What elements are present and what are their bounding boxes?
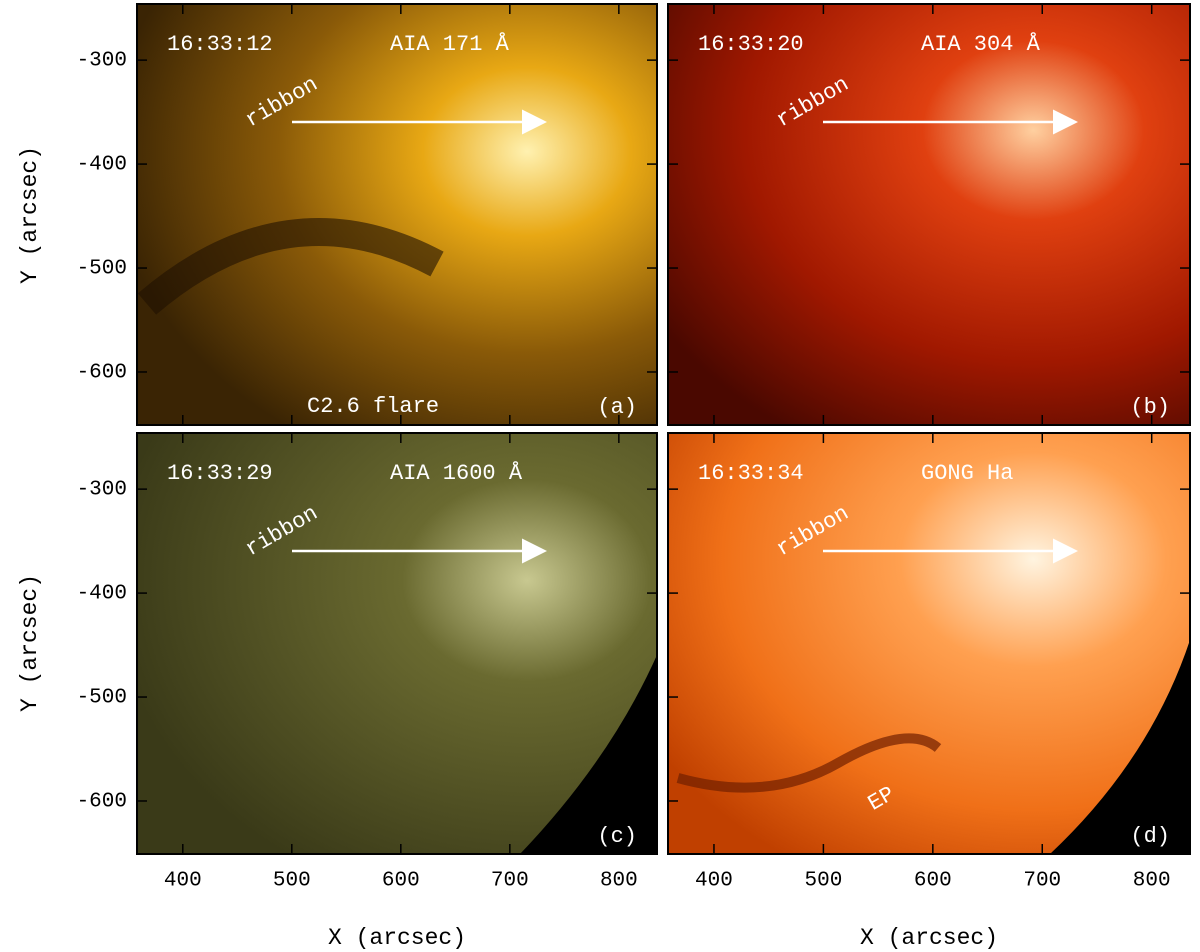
solar-image xyxy=(137,4,657,425)
y-axis-label: Y (arcsec) xyxy=(17,146,43,284)
annotation: C2.6 flare xyxy=(307,394,439,419)
y-tick-label: -500 xyxy=(77,258,127,281)
dark-filament xyxy=(676,733,942,793)
panel-frame xyxy=(136,3,658,426)
y-tick-label: -600 xyxy=(77,791,127,814)
panel-time: 16:33:29 xyxy=(167,461,273,486)
panel-time: 16:33:12 xyxy=(167,32,273,57)
x-tick-label: 400 xyxy=(695,870,733,893)
solar-image xyxy=(137,433,657,854)
x-tick-label: 600 xyxy=(382,870,420,893)
y-axis-label: Y (arcsec) xyxy=(17,574,43,712)
panel-instrument: AIA 304 Å xyxy=(921,31,1041,57)
x-tick-label: 400 xyxy=(164,870,202,893)
panel-instrument: AIA 1600 Å xyxy=(390,460,523,486)
x-tick-label: 700 xyxy=(491,870,529,893)
y-tick-label: -400 xyxy=(77,154,127,177)
panel-time: 16:33:34 xyxy=(698,461,804,486)
solar-limb xyxy=(1050,640,1190,854)
x-tick-label: 600 xyxy=(914,870,952,893)
panel-instrument: GONG Ha xyxy=(921,461,1013,486)
panel-frame xyxy=(136,432,658,855)
solar-image xyxy=(668,4,1190,425)
x-tick-label: 500 xyxy=(273,870,311,893)
dark-filament xyxy=(137,218,444,315)
y-tick-label: -600 xyxy=(77,362,127,385)
panel-letter: (b) xyxy=(1130,395,1170,420)
x-tick-label: 500 xyxy=(804,870,842,893)
y-tick-label: -300 xyxy=(77,50,127,73)
y-tick-label: -500 xyxy=(77,687,127,710)
x-axis-label: X (arcsec) xyxy=(860,925,998,951)
panel-instrument: AIA 171 Å xyxy=(390,31,510,57)
y-tick-label: -300 xyxy=(77,479,127,502)
panel-letter: (d) xyxy=(1130,824,1170,849)
x-tick-label: 800 xyxy=(600,870,638,893)
panel-frame xyxy=(667,432,1191,855)
x-tick-label: 800 xyxy=(1133,870,1171,893)
x-axis-label: X (arcsec) xyxy=(328,925,466,951)
panel-time: 16:33:20 xyxy=(698,32,804,57)
panel-letter: (c) xyxy=(597,824,637,849)
panel-letter: (a) xyxy=(597,395,637,420)
y-tick-label: -400 xyxy=(77,583,127,606)
solar-limb xyxy=(520,655,657,854)
panel-frame xyxy=(667,3,1191,426)
x-tick-label: 700 xyxy=(1023,870,1061,893)
